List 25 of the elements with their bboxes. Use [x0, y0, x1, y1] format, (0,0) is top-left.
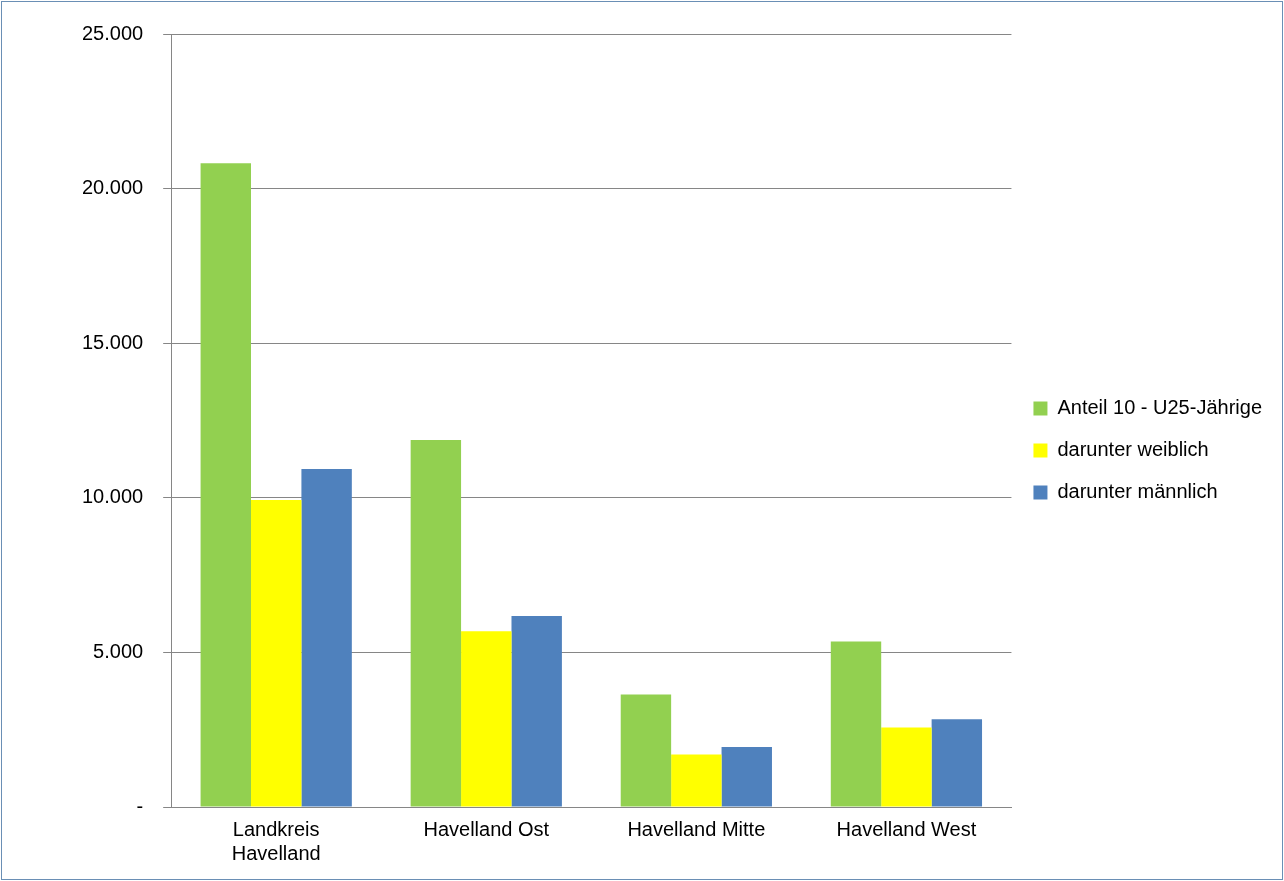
bar [620, 694, 672, 807]
bar [931, 719, 983, 807]
bar [721, 747, 772, 807]
y-tick-label: 25.000 [82, 21, 144, 44]
bar [301, 469, 352, 807]
legend-label: Anteil 10 - U25-Jährige [1057, 396, 1263, 419]
bar [671, 754, 722, 807]
y-tick-label: 5.000 [93, 639, 144, 662]
bar [511, 615, 562, 807]
legend-label: darunter weiblich [1057, 438, 1209, 461]
bar [251, 499, 302, 807]
y-tick-label: - [136, 794, 144, 817]
y-tick-label: 20.000 [82, 176, 144, 199]
bar [200, 163, 251, 807]
y-tick-label: 15.000 [82, 330, 144, 353]
bar [461, 631, 512, 807]
x-tick-label: Havelland Mitte [627, 817, 766, 840]
x-tick-label: Havelland West [836, 817, 977, 840]
legend-label: darunter männlich [1057, 480, 1218, 503]
bar [830, 641, 882, 807]
bar [410, 439, 462, 807]
y-tick-label: 10.000 [82, 485, 144, 508]
bar [881, 727, 932, 807]
x-tick-label: Landkreis Havelland [231, 817, 321, 864]
x-tick-label: Havelland Ost [423, 817, 550, 840]
